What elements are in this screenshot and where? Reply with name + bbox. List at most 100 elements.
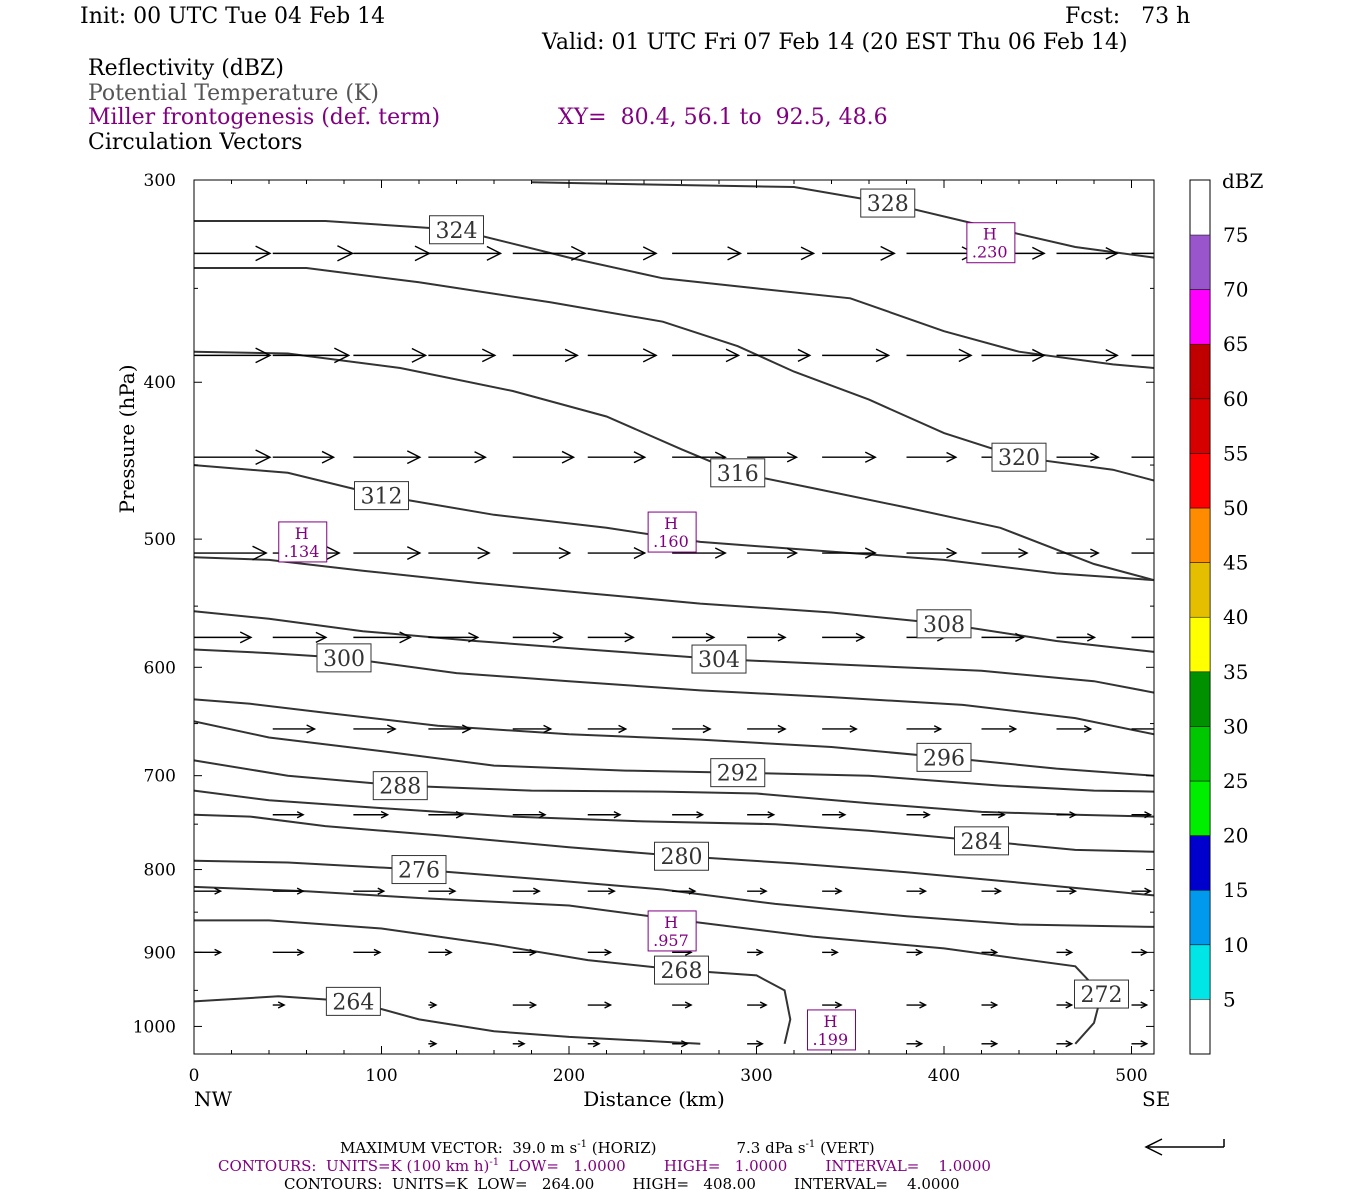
theta-contour-288 [194,759,1154,818]
fronto-max-label: H [295,524,309,543]
circulation-vector [747,1040,764,1048]
theta-label-text: 272 [1081,983,1123,1008]
circulation-vector [428,887,457,895]
max-vector-horiz-sup: -1 [577,1139,587,1150]
theta-contour-324 [194,220,1154,369]
theta-label-text: 288 [379,775,421,800]
theta-contour-264 [194,995,701,1045]
circulation-vector [272,347,351,364]
theta-label-268: 268 [654,955,709,985]
x-end-label-se: SE [1142,1087,1170,1111]
circulation-vector [822,948,839,956]
x-tick-label: 300 [740,1066,772,1086]
circulation-vector [272,631,328,644]
colorbar-unit: dBZ [1222,169,1264,193]
theta-label-text: 276 [398,859,440,884]
circulation-vector [1131,948,1149,956]
circulation-vector [428,451,487,464]
circulation-vector [906,1040,924,1048]
circulation-vector [587,348,658,363]
circulation-vector [587,1001,613,1009]
circulation-vector [906,348,973,363]
colorbar-tick-label: 25 [1223,769,1248,793]
circulation-vector [272,811,305,819]
circulation-vector [981,948,999,956]
x-axis-label: Distance (km) [583,1087,725,1111]
circulation-vector [512,724,553,734]
y-tick-label: 1000 [133,1017,176,1037]
theta-label-296: 296 [916,742,972,772]
circulation-vector [981,1001,999,1009]
fronto-max-230: H.230 [966,222,1016,264]
circulation-vector [1131,728,1154,730]
y-tick-label: 900 [144,943,176,963]
circulation-vector [587,246,658,261]
circulation-vector [672,348,741,363]
circulation-vector [747,887,768,895]
circulation-vector [428,546,491,560]
x-tick-label: 500 [1115,1066,1147,1086]
circulation-vector [822,725,858,733]
theta-contour-276 [194,859,1154,928]
circulation-vector [747,633,787,642]
y-tick-label: 500 [144,530,176,550]
circulation-vector [428,632,480,643]
circulation-vector [1056,548,1100,558]
circulation-vector [353,810,390,819]
colorbar-segment [1189,780,1211,836]
circulation-vector [428,948,453,956]
circulation-vector [587,811,622,819]
circulation-vector [672,811,705,819]
circulation-vector [1131,636,1154,639]
y-tick-label: 800 [144,861,176,881]
theta-label-text: 296 [923,746,965,771]
circulation-vector [428,810,465,819]
circulation-vector [587,1040,601,1048]
circulation-vector [272,887,305,895]
max-vector-vert-sup: -1 [805,1139,816,1150]
circulation-vector [1131,252,1154,255]
theta-label-text: 268 [661,959,703,984]
circulation-vector [428,724,472,734]
cross-section-endpoints: XY= 80.4, 56.1 to 92.5, 48.6 [558,105,888,130]
theta-label-text: 324 [436,219,478,244]
circulation-vector [1056,1001,1074,1009]
theta-label-316: 316 [710,458,766,488]
theta-contour-304 [194,610,1154,694]
contour-labels: 264 268 272 276 280 284 288 292 296 300 304 308 312 3… [316,188,1129,1016]
circulation-vector [1131,552,1154,554]
circulation-vector [587,887,616,895]
circulation-vector [906,811,931,819]
fronto-max-value: .134 [284,542,320,561]
circulation-vector [822,1001,843,1009]
theta-label-text: 304 [698,648,740,673]
theta-contour-272 [194,885,1103,1045]
y-axis-label: Pressure (hPa) [115,365,139,514]
circulation-vector [1056,452,1100,462]
circulation-vector [1131,887,1153,895]
theta-label-264: 264 [325,986,381,1016]
colorbar: 5 10 15 20 25 30 35 40 45 50 55 60 65 70 75 dBZ [1189,169,1264,1055]
circulation-vector [822,348,891,363]
circulation-vector [194,449,272,466]
circulation-vector [353,887,386,895]
colorbar-tick-label: 70 [1223,278,1248,302]
init-time: Init: 00 UTC Tue 04 Feb 14 [80,4,386,29]
axes: 300 400 500 600 700 800 900 1000 0 100 200 300 400 50… [115,171,1170,1111]
circulation-vector [981,887,1003,895]
theta-label-text: 328 [867,192,909,217]
colorbar-segment [1189,507,1211,563]
circulation-vector [512,887,541,895]
circulation-vector [1056,948,1074,956]
fronto-max-957: H.957 [647,910,697,952]
theta-contour-328 [531,181,1154,259]
y-tick-label: 700 [144,767,176,787]
x-tick-label: 0 [189,1066,200,1086]
theta-label-328: 328 [860,188,916,218]
colorbar-segment [1189,343,1211,400]
circulation-vector [587,724,628,734]
colorbar-tick-label: 75 [1223,223,1248,247]
colorbar-segment [1189,234,1211,290]
